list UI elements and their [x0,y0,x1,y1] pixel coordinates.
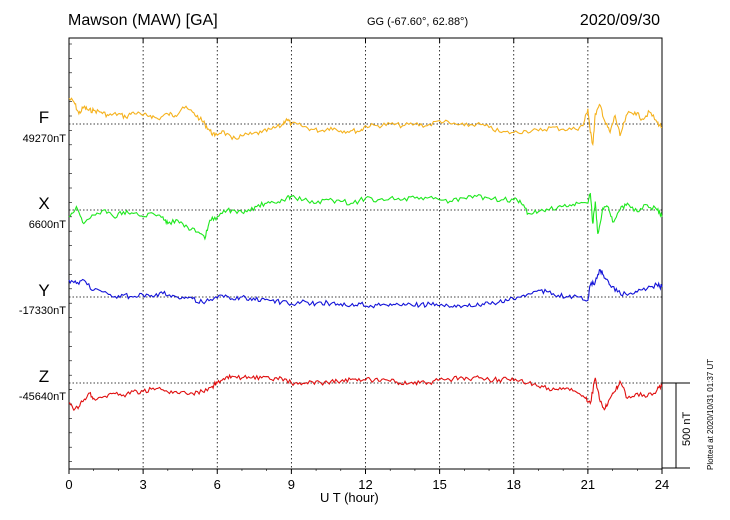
series-baseline-y: -17330nT [18,305,66,317]
series-line-z [68,373,663,412]
series-lines [68,97,663,412]
scale-bar [662,382,690,469]
series-name-x: X [38,194,50,213]
series-line-y [68,269,663,309]
x-tick-label-3: 9 [288,477,295,492]
plot-date: 2020/09/30 [579,12,660,29]
series-line-f [68,97,663,147]
grid-lines [142,38,589,469]
series-name-z: Z [38,367,50,386]
axis-ticks: 0 3 6 9 12 15 18 21 24 [65,38,669,492]
x-tick-label-8: 24 [655,477,669,492]
series-name-f: F [38,108,50,127]
series-baseline-x: 6600nT [28,219,66,231]
x-tick-label-6: 18 [507,477,521,492]
series-baseline-z: -45640nT [18,391,66,403]
scale-bar-label: 500 nT [681,411,693,446]
x-tick-label-4: 12 [358,477,372,492]
x-tick-label-2: 6 [214,477,221,492]
series-line-x [68,192,663,241]
plotted-timestamp: Plotted at 2020/10/31 01:37 UT [706,358,715,470]
series-baseline-f: 49270nT [22,133,66,145]
x-tick-label-0: 0 [65,477,72,492]
station-title: Mawson (MAW) [GA] [68,12,218,29]
x-tick-label-7: 21 [581,477,595,492]
x-tick-label-1: 3 [140,477,147,492]
x-tick-label-5: 15 [432,477,446,492]
station-coords: GG (-67.60°, 62.88°) [367,16,469,28]
series-name-y: Y [38,281,50,300]
x-axis-label: U T (hour) [320,490,379,505]
